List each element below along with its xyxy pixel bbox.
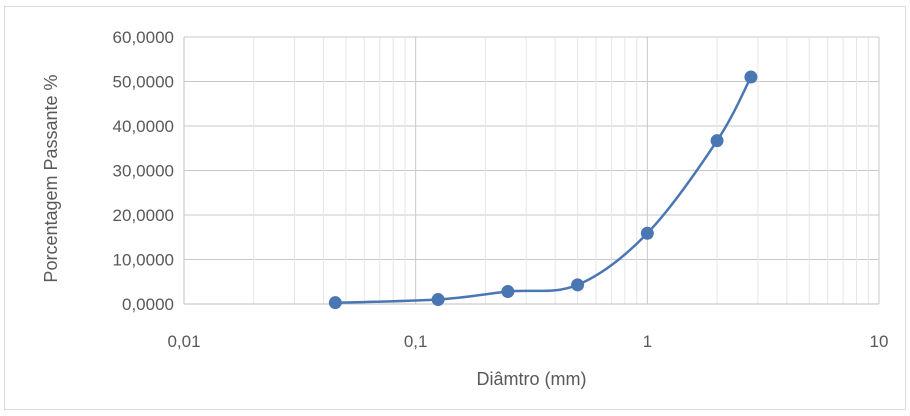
chart-frame: Diâmtro (mm) Porcentagem Passante % 0,00… — [4, 6, 906, 410]
label-layer: Diâmtro (mm) Porcentagem Passante % 0,00… — [41, 28, 888, 389]
series-layer — [328, 70, 758, 310]
y-tick-label: 0,0000 — [122, 295, 174, 314]
y-tick-label: 50,0000 — [113, 73, 174, 92]
x-tick-label: 0,01 — [167, 332, 200, 351]
data-point — [710, 134, 724, 148]
y-axis-title: Porcentagem Passante % — [41, 74, 61, 282]
data-point — [501, 285, 515, 299]
series-line — [335, 76, 753, 304]
x-axis-title: Diâmtro (mm) — [477, 369, 587, 389]
data-point — [328, 296, 342, 310]
data-point — [640, 226, 654, 240]
x-tick-label: 1 — [643, 332, 652, 351]
y-tick-label: 30,0000 — [113, 162, 174, 181]
data-point — [431, 293, 445, 307]
x-tick-label: 10 — [870, 332, 889, 351]
data-point — [571, 278, 585, 292]
data-point — [744, 70, 758, 84]
y-tick-label: 60,0000 — [113, 28, 174, 47]
y-tick-label: 40,0000 — [113, 117, 174, 136]
y-tick-label: 10,0000 — [113, 251, 174, 270]
chart-svg: Diâmtro (mm) Porcentagem Passante % 0,00… — [41, 28, 888, 389]
y-tick-label: 20,0000 — [113, 206, 174, 225]
grid-layer — [184, 36, 880, 304]
axis-layer — [183, 37, 879, 305]
x-tick-label: 0,1 — [404, 332, 428, 351]
